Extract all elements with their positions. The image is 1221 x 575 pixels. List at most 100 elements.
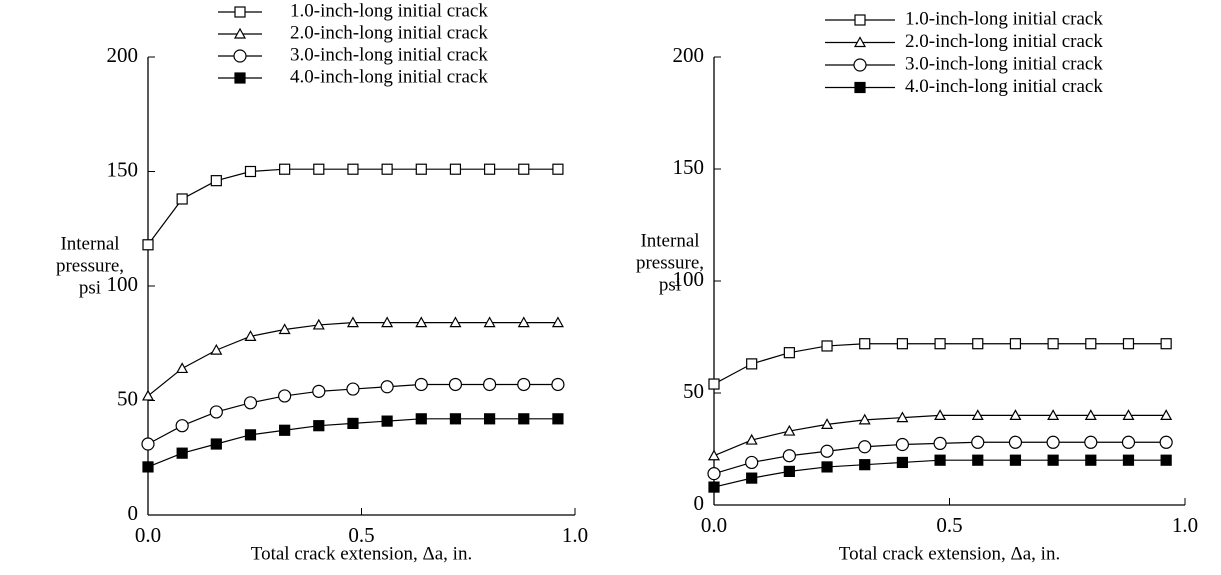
marker: [1160, 338, 1172, 350]
marker: [1009, 338, 1022, 350]
marker: [859, 459, 871, 471]
marker: [210, 438, 222, 450]
marker: [1159, 435, 1173, 449]
marker: [175, 419, 189, 433]
series-line: [713, 343, 1167, 385]
x-tick-label: 0.0: [135, 523, 161, 547]
marker: [141, 389, 155, 401]
marker: [821, 340, 833, 352]
marker: [415, 316, 428, 328]
marker: [1085, 454, 1097, 466]
x-tick-label: 1.0: [1172, 513, 1198, 537]
marker: [517, 316, 530, 328]
legend-marker: [234, 6, 246, 18]
marker: [745, 455, 759, 470]
marker: [896, 456, 909, 469]
marker: [279, 424, 291, 436]
marker: [483, 377, 497, 392]
marker: [707, 449, 721, 461]
marker: [1008, 435, 1023, 449]
marker: [971, 409, 984, 420]
marker: [518, 163, 530, 175]
marker: [142, 461, 154, 473]
marker: [141, 437, 155, 451]
marker: [745, 433, 758, 445]
y-tick-label: 200: [673, 43, 705, 67]
marker: [312, 318, 325, 330]
marker: [858, 413, 871, 425]
marker: [244, 165, 257, 178]
marker: [859, 338, 871, 350]
marker: [972, 454, 984, 466]
marker: [517, 377, 531, 392]
marker: [244, 330, 257, 341]
marker: [347, 417, 359, 429]
marker: [1046, 435, 1060, 449]
series-line: [147, 168, 558, 246]
marker: [484, 163, 496, 175]
marker: [312, 384, 326, 398]
marker: [381, 163, 393, 175]
legend-label: 4.0-inch-long initial crack: [905, 76, 1103, 97]
marker: [783, 465, 795, 477]
marker: [278, 389, 292, 403]
marker: [933, 436, 947, 450]
legend-marker: [854, 81, 866, 94]
marker: [1122, 454, 1135, 466]
x-tick-label: 0.5: [348, 523, 374, 547]
y-tick-label: 0: [694, 491, 705, 515]
x-tick-label: 1.0: [562, 523, 588, 547]
y-tick-label: 150: [673, 155, 705, 179]
marker: [783, 424, 796, 436]
marker: [1047, 409, 1060, 420]
legend-label: 2.0-inch-long initial crack: [290, 22, 488, 43]
legend-label: 3.0-inch-long initial crack: [290, 44, 488, 65]
y-axis-label: Internal: [640, 230, 699, 251]
marker: [243, 396, 258, 410]
marker: [176, 447, 188, 459]
y-axis-label: psi: [659, 274, 681, 295]
marker: [1084, 435, 1098, 449]
y-axis-label: Internal: [60, 233, 119, 254]
marker: [346, 382, 360, 396]
marker: [313, 420, 325, 432]
y-tick-label: 100: [107, 272, 139, 296]
marker: [896, 338, 909, 350]
marker: [1160, 454, 1172, 466]
legend-marker: [233, 49, 247, 63]
marker: [820, 444, 834, 458]
marker: [1009, 409, 1022, 420]
marker: [1122, 338, 1135, 350]
y-tick-label: 50: [117, 386, 138, 410]
marker: [142, 239, 154, 251]
y-axis-label: psi: [79, 277, 101, 298]
marker: [415, 163, 427, 175]
marker: [210, 343, 223, 355]
marker: [1121, 435, 1136, 449]
marker: [896, 411, 909, 423]
marker: [449, 316, 462, 328]
y-tick-label: 200: [107, 43, 139, 67]
y-tick-label: 0: [128, 501, 139, 525]
marker: [972, 338, 984, 350]
marker: [1047, 454, 1059, 466]
marker: [484, 413, 496, 425]
legend-marker: [854, 14, 866, 26]
marker: [381, 316, 394, 328]
marker: [858, 440, 872, 454]
marker: [1160, 409, 1173, 420]
x-tick-label: 0.5: [936, 513, 962, 537]
y-axis-label: pressure,: [636, 252, 704, 273]
x-axis-label: Total crack extension, Δa, in.: [839, 543, 1060, 564]
marker: [783, 347, 795, 359]
marker: [209, 405, 223, 419]
marker: [176, 193, 188, 205]
marker: [449, 413, 462, 425]
marker: [1122, 409, 1135, 420]
marker: [1047, 338, 1059, 350]
marker: [552, 163, 564, 175]
legend-marker: [234, 72, 246, 84]
marker: [346, 316, 359, 328]
marker: [708, 378, 720, 390]
legend-label: 3.0-inch-long initial crack: [905, 53, 1103, 74]
